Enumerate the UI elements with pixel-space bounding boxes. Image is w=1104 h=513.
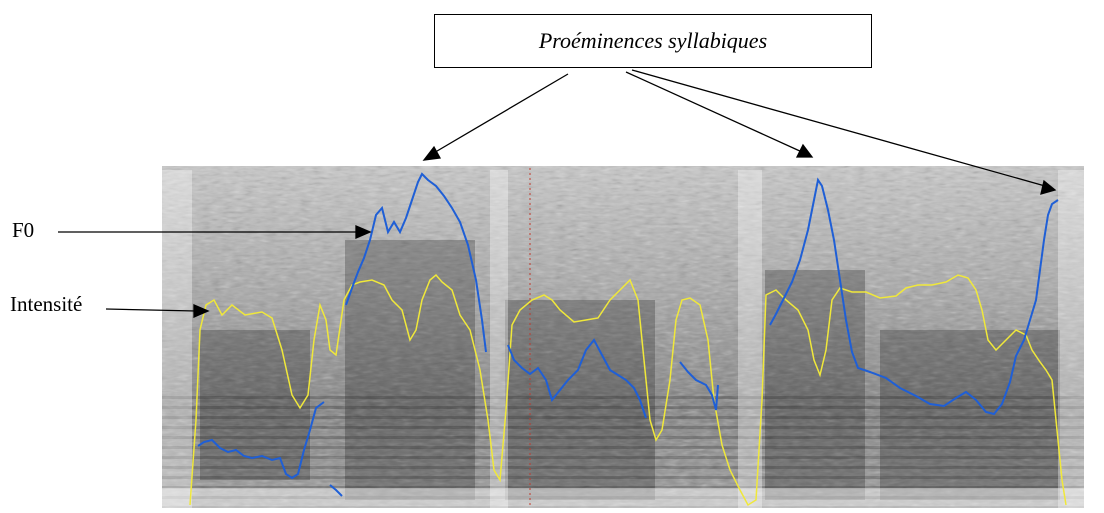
f0-segment-4 bbox=[507, 338, 647, 419]
arrowhead-1 bbox=[422, 145, 442, 161]
arrow-to-prominence-3 bbox=[631, 69, 1046, 187]
arrowhead-f0 bbox=[355, 225, 372, 239]
f0-segment-3 bbox=[345, 172, 487, 353]
f0-segment-2 bbox=[329, 484, 343, 497]
arrow-to-prominence-1 bbox=[431, 73, 569, 155]
arrowhead-intensity bbox=[193, 304, 210, 318]
intensity-label: Intensité bbox=[10, 292, 83, 316]
arrow-intensity-label bbox=[105, 308, 197, 312]
f0-segment-5 bbox=[679, 361, 719, 411]
arrowhead-3 bbox=[1040, 179, 1057, 195]
prominence-title: Proéminences syllabiques bbox=[538, 28, 768, 53]
prominence-arrows bbox=[58, 69, 1057, 318]
intensity-curve bbox=[189, 273, 1067, 507]
f0-curve bbox=[197, 172, 1059, 497]
spectrogram-image bbox=[162, 166, 1084, 508]
arrowhead-2 bbox=[795, 143, 814, 158]
arrow-to-prominence-2 bbox=[625, 71, 803, 153]
prominence-title-box: Proéminences syllabiques bbox=[434, 14, 872, 68]
f0-label: F0 bbox=[12, 218, 35, 242]
f0-segment-1 bbox=[197, 401, 325, 480]
f0-segment-6 bbox=[769, 177, 1059, 416]
